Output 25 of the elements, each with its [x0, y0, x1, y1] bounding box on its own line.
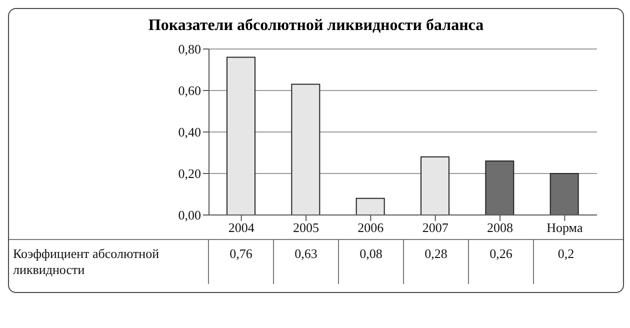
- bar: [291, 84, 320, 215]
- data-label: 0,76: [208, 240, 273, 284]
- y-tick-label: 0,20: [178, 166, 201, 182]
- text: Коэффициент абсолютной ликвидности: [12, 245, 160, 279]
- y-tick-label: 0,60: [178, 83, 201, 98]
- data-label: 0,08: [338, 240, 403, 284]
- bar: [226, 56, 256, 215]
- y-tick-label: 0,80: [178, 42, 201, 57]
- bar: [485, 160, 514, 215]
- bar: [420, 156, 450, 215]
- data-label: 0,28: [403, 240, 468, 284]
- data-label: 0,26: [468, 240, 533, 284]
- data-label: 0,63: [273, 240, 338, 284]
- y-tick-label: 0,00: [178, 208, 201, 223]
- x-tick-label: 2005: [293, 220, 319, 236]
- chart-title: Показатели абсолютной ликвидности баланса: [147, 16, 485, 36]
- data-label: 0,2: [533, 240, 598, 284]
- y-tick-label: 0,40: [178, 124, 201, 140]
- x-tick-label: 2006: [358, 220, 384, 236]
- x-tick-label: Норма: [546, 220, 583, 236]
- bar: [550, 173, 579, 215]
- bar: [356, 198, 385, 215]
- x-tick-label: 2007: [422, 220, 449, 236]
- x-tick-label: 2008: [487, 220, 513, 236]
- x-tick-label: 2004: [228, 220, 255, 236]
